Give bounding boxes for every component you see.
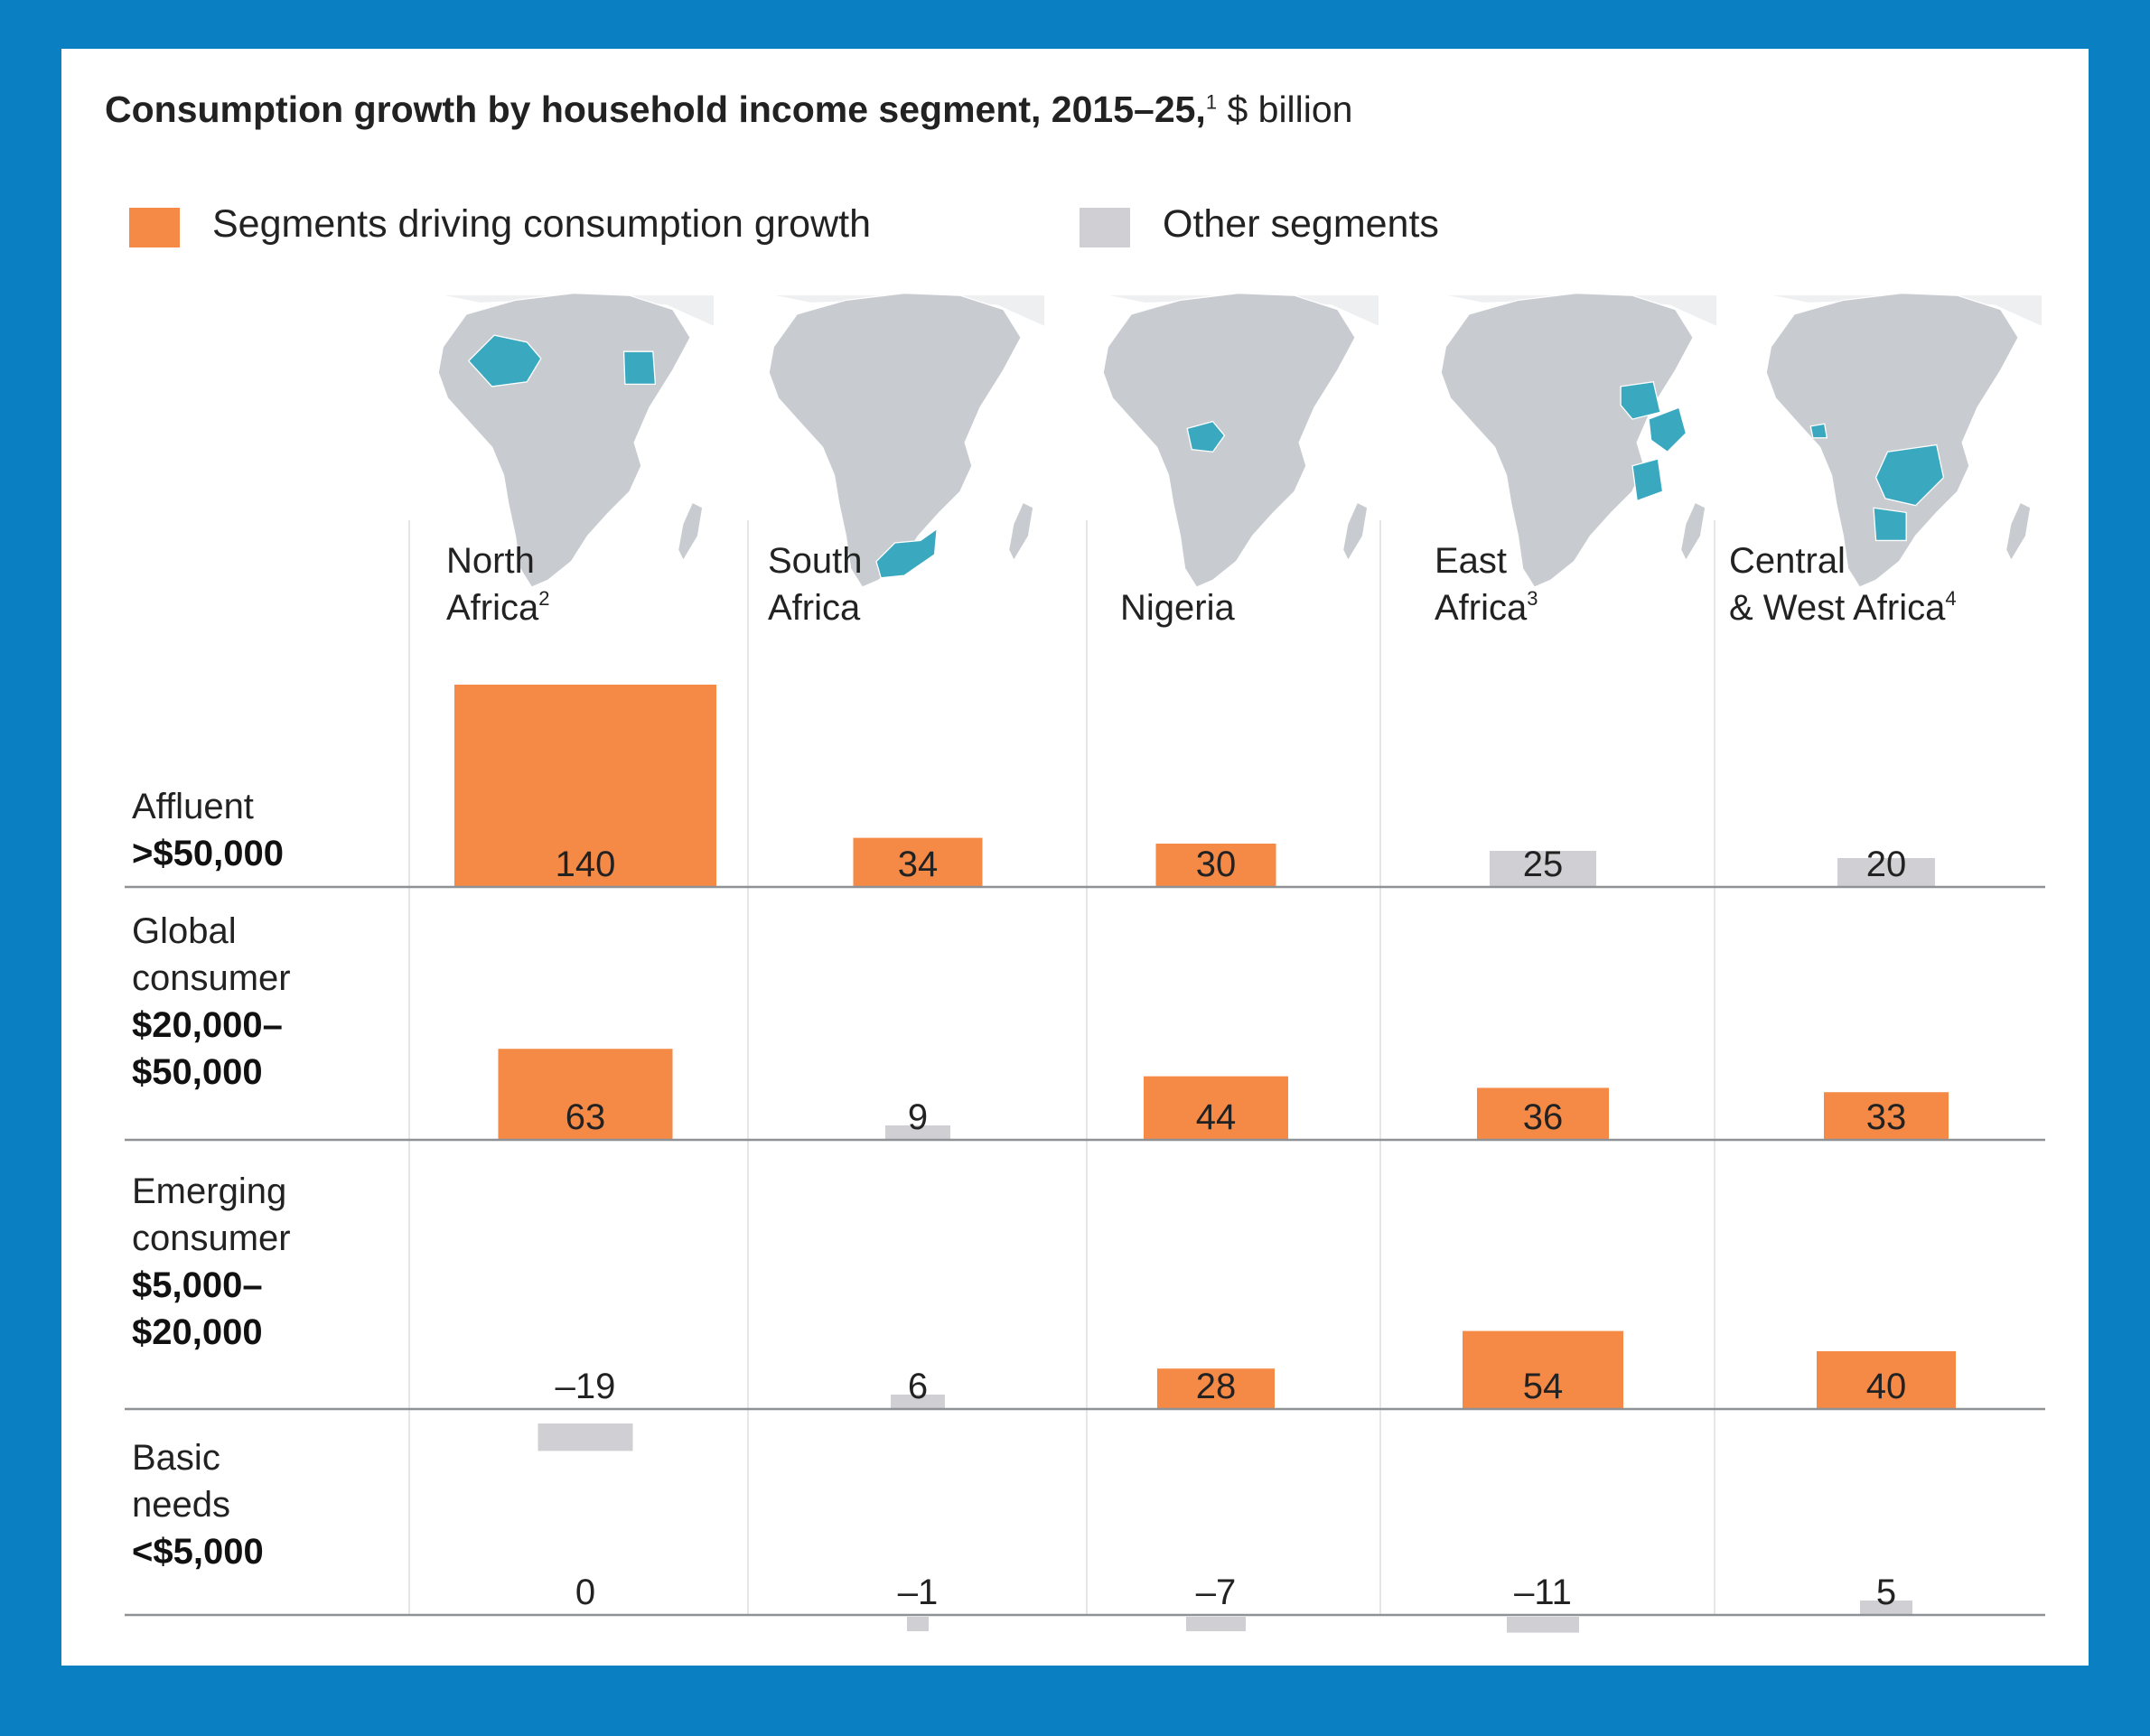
madagascar-shape xyxy=(1009,503,1033,560)
value-label: 9 xyxy=(908,1097,928,1137)
africa-map-nigeria-highlighted xyxy=(1102,292,1379,588)
value-label: 0 xyxy=(575,1573,595,1612)
bar xyxy=(1490,851,1596,887)
bar xyxy=(1477,1087,1609,1140)
row-label-segment: Emerging xyxy=(132,1171,286,1211)
row-label-income-range: $20,000– xyxy=(132,1005,283,1045)
bar xyxy=(1837,858,1935,887)
row-label-income-range: $50,000 xyxy=(132,1052,263,1092)
row-label-segment: consumer xyxy=(132,958,291,998)
highlighted-region-shape xyxy=(622,350,657,385)
value-label: –1 xyxy=(898,1573,939,1612)
value-label: 36 xyxy=(1523,1097,1564,1137)
bar xyxy=(1824,1092,1949,1140)
africa-continent-shape xyxy=(768,292,1022,588)
highlighted-region-shape xyxy=(875,527,938,579)
highlighted-region-shape xyxy=(467,334,542,387)
title-footnote: 1 xyxy=(1205,90,1218,114)
madagascar-shape xyxy=(678,503,703,560)
highlighted-region-shape xyxy=(1873,507,1907,542)
region-label: South xyxy=(768,541,863,581)
bar xyxy=(1155,844,1276,887)
value-label: 140 xyxy=(556,845,616,884)
row-label-segment: needs xyxy=(132,1485,230,1525)
legend-swatch-other xyxy=(1080,208,1130,247)
row-label-segment: consumer xyxy=(132,1218,291,1258)
bar xyxy=(907,1617,929,1631)
africa-continent-shape xyxy=(1765,292,2019,588)
africa-map-east-africa-highlighted xyxy=(1440,292,1716,588)
value-label: 25 xyxy=(1523,845,1564,884)
madagascar-shape xyxy=(2006,503,2031,560)
bar xyxy=(1463,1330,1623,1409)
row-label-segment: Affluent xyxy=(132,787,254,826)
bar xyxy=(1817,1351,1956,1409)
value-label: –11 xyxy=(1514,1573,1572,1612)
region-footnote: 4 xyxy=(1945,587,1956,610)
region-label: North xyxy=(446,541,535,581)
region-label: & West Africa4 xyxy=(1729,587,1957,628)
value-label: 6 xyxy=(908,1367,928,1406)
africa-map-north-africa-highlighted xyxy=(437,292,714,588)
bar-chart-grid: North Africa2 South Africa Nigeria East Africa… xyxy=(125,292,2045,1633)
value-label: 30 xyxy=(1196,845,1237,884)
bar xyxy=(498,1049,673,1140)
region-footnote: 2 xyxy=(538,587,549,610)
africa-map-central-west-africa-highlighted xyxy=(1765,292,2042,588)
highlighted-region-shape xyxy=(1186,420,1226,453)
bar xyxy=(1186,1617,1246,1631)
region-label: East xyxy=(1435,541,1507,581)
highlighted-region-shape xyxy=(1648,406,1687,453)
africa-continent-shape xyxy=(1440,292,1694,588)
row-label-segment: Basic xyxy=(132,1438,220,1478)
value-label: 33 xyxy=(1866,1097,1907,1137)
madagascar-shape xyxy=(1343,503,1368,560)
highlighted-region-shape xyxy=(1874,443,1945,507)
chart-title: Consumption growth by household income s… xyxy=(105,89,1353,131)
chart-title-unit: $ billion xyxy=(1217,89,1353,130)
region-footnote: 3 xyxy=(1527,587,1538,610)
value-label: 20 xyxy=(1866,845,1907,884)
legend-swatch-driving xyxy=(129,208,180,247)
value-label: 34 xyxy=(898,845,939,884)
value-label: 54 xyxy=(1523,1367,1564,1406)
region-label: Central xyxy=(1729,541,1846,581)
highlighted-region-shape xyxy=(1620,381,1661,420)
bar xyxy=(1507,1617,1579,1633)
value-label: 28 xyxy=(1196,1367,1237,1406)
bar xyxy=(891,1395,945,1409)
value-label: 5 xyxy=(1876,1573,1896,1612)
value-label: –7 xyxy=(1196,1573,1237,1612)
bar xyxy=(454,685,716,887)
bar xyxy=(1860,1601,1912,1615)
bar xyxy=(853,837,983,887)
row-label-income-range: $20,000 xyxy=(132,1312,263,1352)
region-label: Africa xyxy=(768,588,861,628)
row-label-segment: Global xyxy=(132,911,237,951)
region-label: Africa3 xyxy=(1435,587,1538,628)
chart-card: Consumption growth by household income s… xyxy=(61,49,2089,1666)
region-label: Nigeria xyxy=(1120,588,1235,628)
madagascar-shape xyxy=(1681,503,1706,560)
africa-map-south-africa-highlighted xyxy=(768,292,1044,588)
value-label: 40 xyxy=(1866,1367,1907,1406)
chart-title-text: Consumption growth by household income s… xyxy=(105,89,1206,130)
bar xyxy=(1144,1076,1288,1140)
value-label: –19 xyxy=(556,1367,616,1406)
row-label-income-range: $5,000– xyxy=(132,1265,263,1305)
africa-continent-shape xyxy=(1102,292,1356,588)
region-label: Africa2 xyxy=(446,587,550,628)
bar xyxy=(885,1125,950,1140)
value-label: 44 xyxy=(1196,1097,1237,1137)
value-label: 63 xyxy=(566,1097,606,1137)
highlighted-region-shape xyxy=(1809,423,1828,439)
legend-label-driving: Segments driving consumption growth xyxy=(212,202,871,246)
bar xyxy=(538,1423,633,1451)
row-label-income-range: >$50,000 xyxy=(132,834,284,873)
bar xyxy=(1157,1368,1275,1409)
legend-label-other: Other segments xyxy=(1163,202,1439,246)
highlighted-region-shape xyxy=(1631,458,1664,502)
row-label-income-range: <$5,000 xyxy=(132,1532,264,1572)
